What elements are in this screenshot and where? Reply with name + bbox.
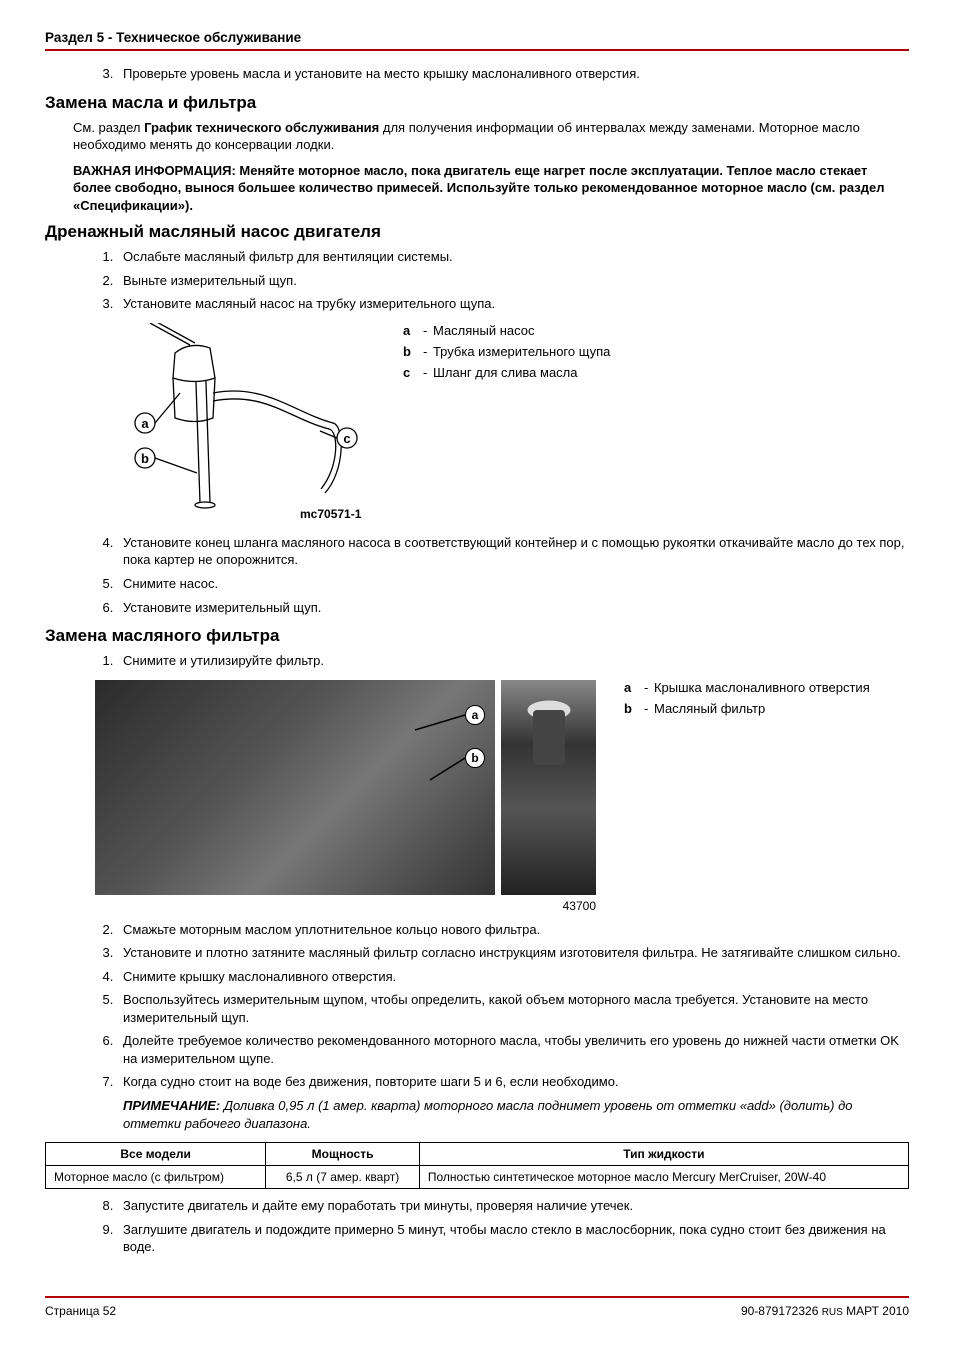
page-footer: Страница 52 90-879172326 RUS МАРТ 2010 <box>45 1296 909 1318</box>
heading-drain-pump: Дренажный масляный насос двигателя <box>45 222 909 242</box>
legend-c-text: Шланг для слива масла <box>433 365 578 380</box>
legend-a-text: Масляный насос <box>433 323 535 338</box>
filter-step-4: Снимите крышку маслоналивного отверстия. <box>117 968 909 986</box>
filter-legend-a: a- Крышка маслоналивного отверстия <box>624 680 870 697</box>
flegend-a-letter: a <box>624 680 642 697</box>
doc-lang: RUS <box>822 1307 843 1318</box>
drain-legend: a- Масляный насос b- Трубка измерительно… <box>403 323 610 386</box>
figure-filter: a b 43700 a- Крышка маслоналивного отвер… <box>95 680 909 913</box>
legend-b: b- Трубка измерительного щупа <box>403 344 610 361</box>
td-fluid: Полностью синтетическое моторное масло M… <box>419 1166 908 1189</box>
filter-step-2: Смажьте моторным маслом уплотнительное к… <box>117 921 909 939</box>
svg-text:mc70571-1: mc70571-1 <box>300 507 362 521</box>
filter-photo-wrap: a b 43700 <box>95 680 596 913</box>
th-capacity: Мощность <box>266 1143 420 1166</box>
th-fluid: Тип жидкости <box>419 1143 908 1166</box>
filter-steps-a: Снимите и утилизируйте фильтр. <box>117 652 909 670</box>
table-row: Моторное масло (с фильтром) 6,5 л (7 аме… <box>46 1166 909 1189</box>
filter-step-5: Воспользуйтесь измерительным щупом, чтоб… <box>117 991 909 1026</box>
legend-c-letter: c <box>403 365 421 382</box>
drain-steps-a: Ослабьте масляный фильтр для вентиляции … <box>117 248 909 313</box>
td-capacity: 6,5 л (7 амер. кварт) <box>266 1166 420 1189</box>
filter-step-7: Когда судно стоит на воде без движения, … <box>117 1073 909 1132</box>
drain-step-4: Установите конец шланга масляного насоса… <box>117 534 909 569</box>
para1-pre: См. раздел <box>73 120 144 135</box>
note-label: ПРИМЕЧАНИЕ: <box>123 1098 220 1113</box>
legend-a-letter: a <box>403 323 421 340</box>
heading-filter-change: Замена масляного фильтра <box>45 626 909 646</box>
doc-date: МАРТ 2010 <box>843 1304 909 1318</box>
step-3-top: Проверьте уровень масла и установите на … <box>117 65 909 83</box>
td-models: Моторное масло (с фильтром) <box>46 1166 266 1189</box>
filter-steps-c: Запустите двигатель и дайте ему поработа… <box>117 1197 909 1256</box>
oil-change-important: ВАЖНАЯ ИНФОРМАЦИЯ: Меняйте моторное масл… <box>73 162 909 215</box>
drain-step-2: Выньте измерительный щуп. <box>117 272 909 290</box>
legend-c: c- Шланг для слива масла <box>403 365 610 382</box>
doc-id: 90-879172326 RUS МАРТ 2010 <box>741 1304 909 1318</box>
filter-legend: a- Крышка маслоналивного отверстия b- Ма… <box>624 680 870 722</box>
filter-step-6: Долейте требуемое количество рекомендова… <box>117 1032 909 1067</box>
th-models: Все модели <box>46 1143 266 1166</box>
note-text: Доливка 0,95 л (1 амер. кварта) моторног… <box>123 1098 853 1131</box>
filter-step-9: Заглушите двигатель и подождите примерно… <box>117 1221 909 1256</box>
filter-step-7-text: Когда судно стоит на воде без движения, … <box>123 1074 619 1089</box>
oil-change-para1: См. раздел График технического обслужива… <box>73 119 909 154</box>
filter-steps-b: Смажьте моторным маслом уплотнительное к… <box>117 921 909 1132</box>
drain-step-1: Ослабьте масляный фильтр для вентиляции … <box>117 248 909 266</box>
legend-a: a- Масляный насос <box>403 323 610 340</box>
drain-steps-b: Установите конец шланга масляного насоса… <box>117 534 909 616</box>
filter-step-3: Установите и плотно затяните масляный фи… <box>117 944 909 962</box>
legend-b-letter: b <box>403 344 421 361</box>
para1-bold: График технического обслуживания <box>144 120 379 135</box>
drain-step-6: Установите измерительный щуп. <box>117 599 909 617</box>
spec-table: Все модели Мощность Тип жидкости Моторно… <box>45 1142 909 1189</box>
heading-oil-change: Замена масла и фильтра <box>45 93 909 113</box>
note: ПРИМЕЧАНИЕ: Доливка 0,95 л (1 амер. квар… <box>123 1097 909 1132</box>
top-list: Проверьте уровень масла и установите на … <box>117 65 909 83</box>
photo-number: 43700 <box>95 899 596 913</box>
drain-step-5: Снимите насос. <box>117 575 909 593</box>
svg-text:c: c <box>343 431 350 446</box>
flegend-a-text: Крышка маслоналивного отверстия <box>654 680 870 695</box>
filter-step-1: Снимите и утилизируйте фильтр. <box>117 652 909 670</box>
legend-b-text: Трубка измерительного щупа <box>433 344 610 359</box>
flegend-b-text: Масляный фильтр <box>654 701 765 716</box>
flegend-b-letter: b <box>624 701 642 718</box>
section-title: Раздел 5 - Техническое обслуживание <box>45 30 301 45</box>
drain-pump-diagram: a b c mc70571-1 <box>95 323 375 526</box>
filter-step-8: Запустите двигатель и дайте ему поработа… <box>117 1197 909 1215</box>
figure-drain-pump: a b c mc70571-1 a- Масляный насос b- Тру… <box>95 323 909 526</box>
filter-legend-b: b- Масляный фильтр <box>624 701 870 718</box>
svg-text:a: a <box>141 416 149 431</box>
svg-text:b: b <box>141 451 149 466</box>
drain-step-3: Установите масляный насос на трубку изме… <box>117 295 909 313</box>
page-header: Раздел 5 - Техническое обслуживание <box>45 30 909 51</box>
page-number: Страница 52 <box>45 1304 116 1318</box>
doc-num: 90-879172326 <box>741 1304 822 1318</box>
